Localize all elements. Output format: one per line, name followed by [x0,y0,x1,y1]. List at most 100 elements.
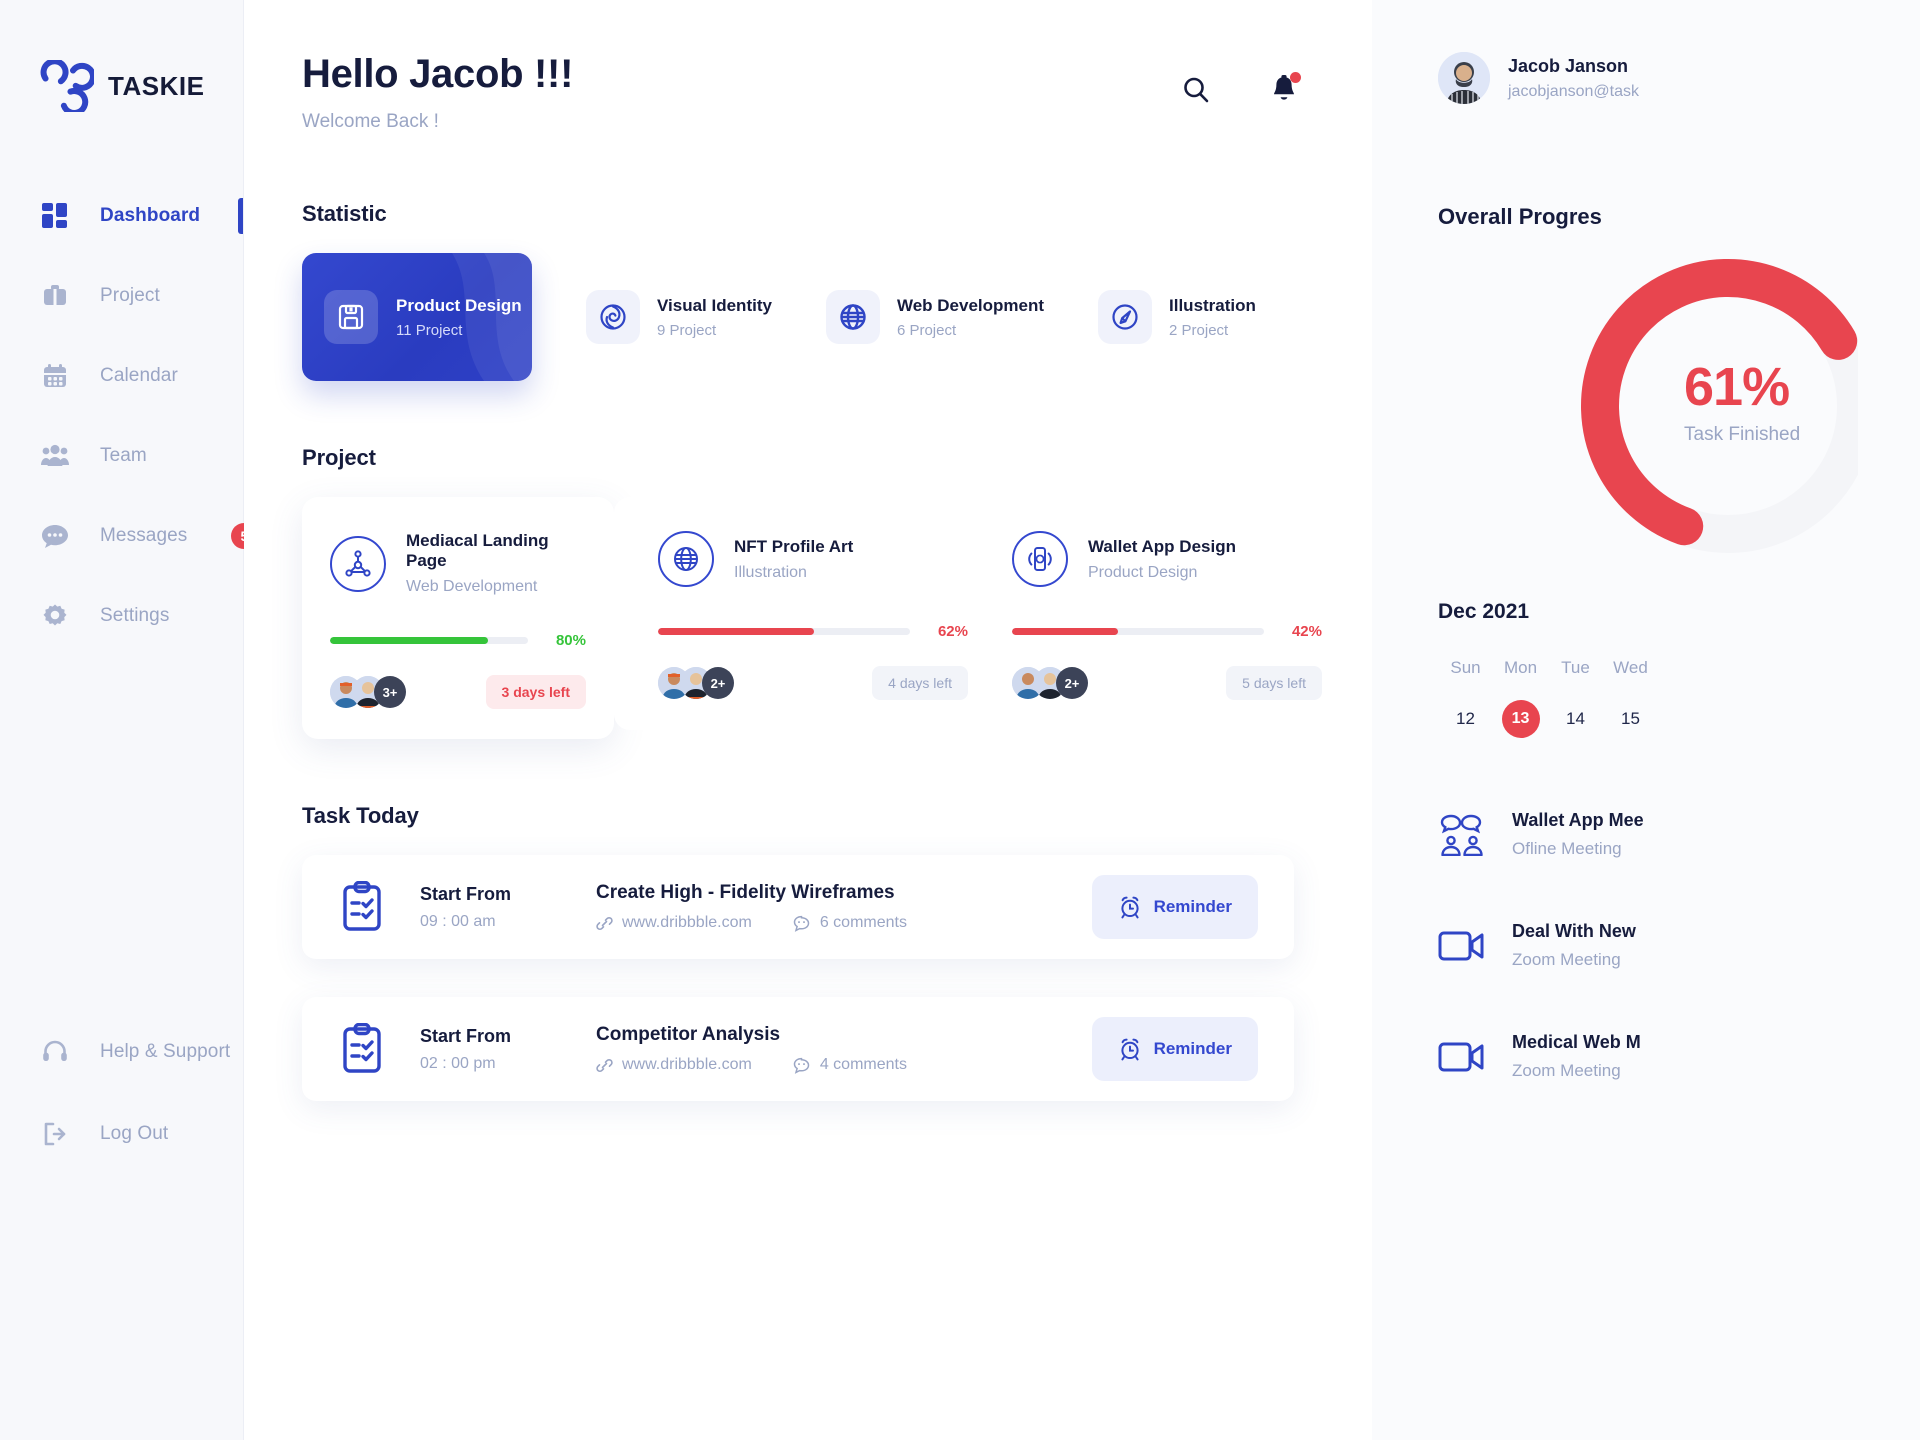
chat-bubble-icon [40,521,70,551]
stat-card-visual-identity[interactable]: Visual Identity 9 Project [532,253,772,381]
task-time: 09 : 00 am [420,912,496,930]
user-profile[interactable]: Jacob Janson jacobjanson@task [1438,52,1920,104]
stat-card-product-design[interactable]: Product Design 11 Project [302,253,532,381]
task-link-text: www.dribbble.com [622,1056,752,1073]
sidebar-item-label: Settings [100,605,170,626]
calendar-day-wed[interactable]: Wed 15 [1603,658,1658,738]
task-row[interactable]: Start From 09 : 00 am Create High - Fide… [302,855,1294,959]
overall-progress-caption: Task Finished [1684,424,1801,445]
task-comments[interactable]: 6 comments [792,914,907,933]
calendar-date-today: 13 [1493,700,1548,738]
sidebar-item-label: Dashboard [100,205,201,226]
active-marker [238,198,243,234]
task-comments[interactable]: 4 comments [792,1056,907,1075]
page-subtitle: Welcome Back ! [302,111,439,132]
network-node-icon [330,535,386,592]
brand-name: TASKIE [108,70,205,101]
calendar-day-tue[interactable]: Tue 14 [1548,658,1603,738]
sidebar-item-team[interactable]: Team [0,430,243,482]
link-icon [596,1058,613,1072]
meeting-name: Deal With New [1512,921,1636,941]
avatar-group: 2+ [1012,667,1088,699]
sidebar-item-project[interactable]: Project [0,270,243,322]
video-camera-icon [1438,925,1486,967]
main-content: Hello Jacob !!! Welcome Back ! [244,0,1372,1440]
meeting-item[interactable]: Medical Web M Zoom Meeting [1438,1032,1920,1081]
headset-icon [40,1037,70,1067]
clipboard-check-icon [340,1022,384,1075]
sidebar-item-label: Project [100,285,160,306]
progress-percent: 80% [555,632,586,649]
task-title: Competitor Analysis [596,1023,781,1045]
calendar-date: 15 [1621,709,1640,728]
meeting-item[interactable]: Deal With New Zoom Meeting [1438,921,1920,970]
overall-progress-percent: 61% [1684,357,1790,417]
donut-center-labels: 61% Task Finished [1684,356,1800,446]
stat-card-name: Illustration [1169,296,1256,316]
bell-icon[interactable] [1266,72,1302,108]
calendar-day-sun[interactable]: Sun 12 [1438,658,1493,738]
task-link[interactable]: www.dribbble.com [596,1056,752,1074]
calendar-dow: Tue [1561,658,1590,677]
calendar-day-mon[interactable]: Mon 13 [1493,658,1548,738]
clipboard-check-icon [340,880,384,933]
page-title: Hello Jacob !!! [302,52,574,96]
task-link[interactable]: www.dribbble.com [596,914,752,932]
stat-card-illustration[interactable]: Illustration 2 Project [1044,253,1256,381]
header-actions [1178,52,1372,108]
sidebar-item-label: Team [100,445,147,466]
meeting-type: Zoom Meeting [1512,950,1621,969]
due-badge: 3 days left [485,675,586,709]
sidebar-item-messages[interactable]: Messages 5 [0,510,258,562]
globe-outline-icon [658,531,714,587]
spiral-icon [586,290,640,344]
meeting-type: Ofline Meeting [1512,839,1622,858]
link-icon [596,916,613,930]
statistic-section: Statistic [302,201,1372,381]
sidebar-item-label: Messages [100,525,188,546]
sidebar-item-settings[interactable]: Settings [0,590,243,642]
calendar-date: 13 [1501,700,1540,738]
project-card-medical-landing-page[interactable]: Mediacal Landing Page Web Development 80… [302,497,614,739]
stat-card-web-development[interactable]: Web Development 6 Project [772,253,1044,381]
project-card-wallet-app-design[interactable]: Wallet App Design Product Design 42% 2+ [968,497,1322,730]
sidebar-nav: Dashboard Project [0,190,258,642]
calendar-month-label: Dec 2021 [1438,600,1530,623]
task-row[interactable]: Start From 02 : 00 pm Competitor Analysi… [302,997,1294,1101]
sidebar-item-dashboard[interactable]: Dashboard [0,190,243,242]
calendar-dow: Wed [1613,658,1648,677]
due-badge: 5 days left [1226,666,1322,700]
taskie-logo-icon [40,58,96,116]
sidebar-item-logout[interactable]: Log Out [0,1108,243,1160]
meeting-item[interactable]: Wallet App Mee Ofline Meeting [1438,810,1920,859]
mobile-signal-icon [1012,531,1068,587]
reminder-button[interactable]: Reminder [1091,875,1258,939]
grid-icon [40,201,70,231]
sidebar: TASKIE Dashboard [0,0,258,1440]
task-today-section: Task Today Start From 09 : 00 am Create … [302,803,1372,1101]
avatar-more-count: 3+ [374,676,406,708]
sidebar-item-help-support[interactable]: Help & Support [0,1026,243,1078]
task-comments-text: 4 comments [819,1056,907,1073]
sidebar-item-label: Log Out [100,1123,169,1144]
stat-card-count: 11 Project [396,321,463,339]
search-icon[interactable] [1178,72,1214,108]
reminder-button-label: Reminder [1153,1039,1232,1058]
meeting-type: Zoom Meeting [1512,1061,1621,1080]
sidebar-bottom-nav: Help & Support Log Out [0,1026,243,1190]
project-card-nft-profile-art[interactable]: NFT Profile Art Illustration 62% 2+ [614,497,968,730]
meeting-name: Medical Web M [1512,1032,1641,1052]
progress-bar [658,628,910,635]
donut-chart [1581,259,1875,553]
avatar [1438,52,1490,104]
reminder-button[interactable]: Reminder [1091,1017,1258,1081]
progress-percent: 62% [937,623,968,640]
logout-icon [40,1119,70,1149]
reminder-button-label: Reminder [1153,897,1232,916]
brand-logo[interactable]: TASKIE [0,0,243,116]
project-card-category: Illustration [734,563,807,581]
overall-progress-chart: 61% Task Finished [1438,256,1875,556]
sidebar-item-calendar[interactable]: Calendar [0,350,243,402]
project-section: Project [302,445,1372,739]
